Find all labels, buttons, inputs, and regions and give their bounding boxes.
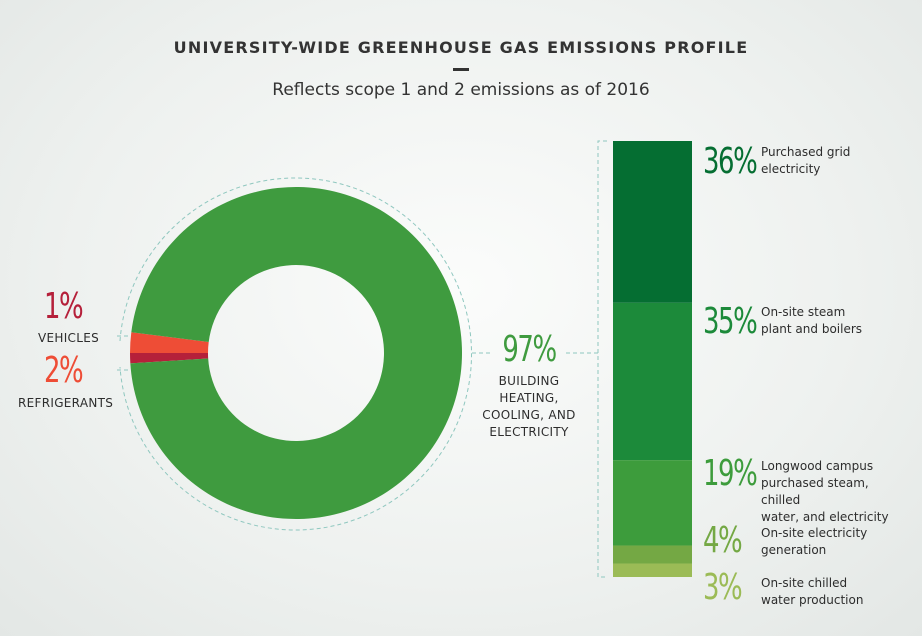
- segment-label-line: Longwood campus: [761, 459, 874, 473]
- segment-percent-on-site-steam-plant-and-boilers: 35%: [703, 301, 758, 342]
- refrigerants-percent: 2%: [44, 350, 84, 391]
- bar-segment-purchased-grid-electricity: [613, 141, 692, 303]
- stacked-bar: [613, 141, 692, 577]
- segment-label-line: electricity: [761, 162, 821, 176]
- segment-label-line: plant and boilers: [761, 322, 863, 336]
- segment-label-line: generation: [761, 543, 827, 557]
- segment-label-line: On-site electricity: [761, 526, 868, 540]
- vehicles-percent: 1%: [44, 286, 84, 327]
- bar-segment-longwood-campus-purchased-steam-chilled-water-and-electricity: [613, 460, 692, 546]
- donut-connector-arc: [119, 177, 473, 531]
- donut-slice-building-heating-cooling-and-electricity: [130, 187, 462, 520]
- segment-label-purchased-grid-electricity: Purchased grid electricity: [761, 144, 911, 178]
- segment-label-longwood-campus-purchased-steam-chilled-water-and-electricity: Longwood campus purchased steam, chilled w…: [761, 458, 911, 526]
- building-label-line: HEATING,: [499, 391, 559, 405]
- segment-label-on-site-chilled-water-production: On-site chilled water production: [761, 575, 911, 609]
- refrigerants-label: REFRIGERANTS: [18, 396, 114, 410]
- vehicles-label: VEHICLES: [38, 331, 100, 345]
- segment-percent-on-site-electricity-generation: 4%: [703, 520, 743, 561]
- bar-segment-on-site-chilled-water-production: [613, 563, 692, 577]
- segment-label-line: On-site chilled: [761, 576, 848, 590]
- bar-segment-on-site-electricity-generation: [613, 545, 692, 564]
- segment-label-line: purchased steam, chilled: [761, 476, 869, 507]
- segment-label-line: water, and electricity: [761, 510, 889, 524]
- chart-title: UNIVERSITY-WIDE GREENHOUSE GAS EMISSIONS…: [173, 38, 749, 57]
- connector-lines: [117, 140, 607, 578]
- donut-slice-vehicles: [130, 353, 209, 364]
- building-percent: 97%: [502, 329, 557, 370]
- building-label: BUILDING HEATING, COOLING, AND ELECTRICITY: [474, 373, 584, 441]
- donut-slice-refrigerants: [130, 332, 209, 353]
- segment-label-on-site-steam-plant-and-boilers: On-site steam plant and boilers: [761, 304, 911, 338]
- segment-label-line: On-site steam: [761, 305, 846, 319]
- building-label-line: BUILDING: [498, 374, 560, 388]
- title-divider: [453, 68, 469, 71]
- segment-label-line: water production: [761, 593, 864, 607]
- building-label-line: ELECTRICITY: [489, 425, 569, 439]
- building-label-line: COOLING, AND: [482, 408, 576, 422]
- chart-subtitle: Reflects scope 1 and 2 emissions as of 2…: [272, 80, 650, 100]
- segment-percent-on-site-chilled-water-production: 3%: [703, 567, 743, 608]
- segment-percent-purchased-grid-electricity: 36%: [703, 141, 758, 182]
- segment-label-line: Purchased grid: [761, 145, 851, 159]
- segment-percent-longwood-campus-purchased-steam-chilled-water-and-electricity: 19%: [703, 453, 758, 494]
- donut-chart: [130, 187, 462, 520]
- bar-bracket: [597, 140, 607, 578]
- bar-segment-on-site-steam-plant-and-boilers: [613, 302, 692, 461]
- segment-label-on-site-electricity-generation: On-site electricity generation: [761, 525, 911, 559]
